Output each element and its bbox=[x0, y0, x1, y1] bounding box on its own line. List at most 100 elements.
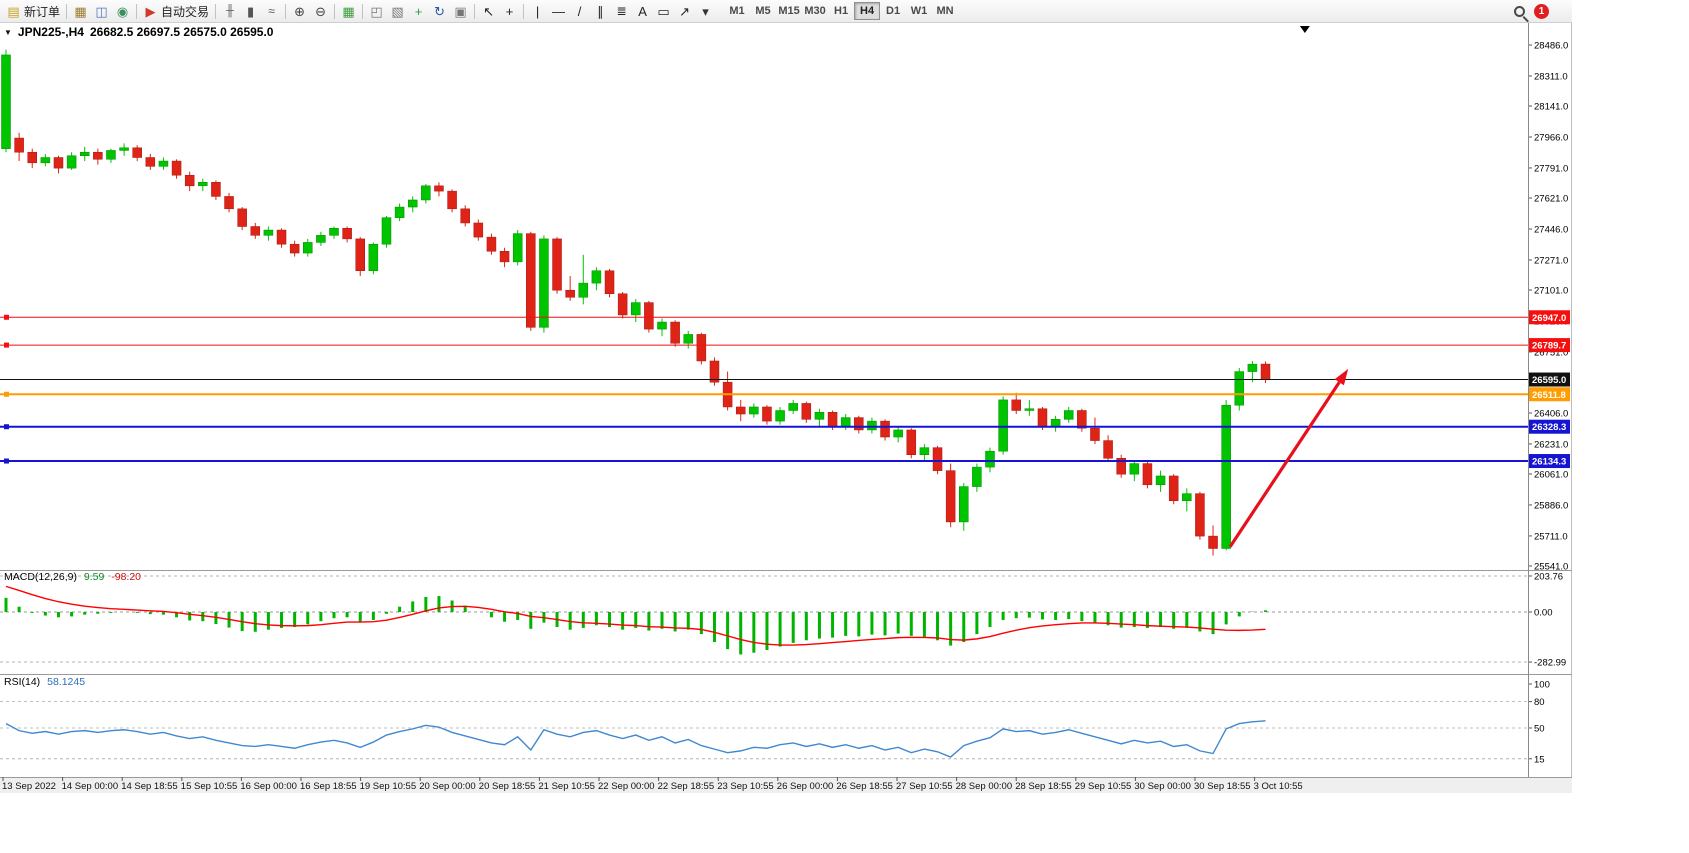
candle-body bbox=[237, 208, 247, 227]
channel-icon: ∥ bbox=[597, 3, 604, 19]
timeframe-d1-button[interactable]: D1 bbox=[886, 5, 901, 17]
market-watch-button[interactable]: ▦ bbox=[70, 1, 91, 21]
candle-body bbox=[486, 236, 497, 252]
line-handle[interactable] bbox=[4, 458, 9, 464]
one-click-trading-icon[interactable]: ▼ bbox=[4, 27, 12, 37]
candle-body bbox=[1116, 458, 1126, 475]
line-chart-button[interactable]: ≈ bbox=[261, 1, 282, 21]
text-label-button[interactable]: ▭ bbox=[653, 1, 674, 21]
candle-body bbox=[945, 470, 956, 523]
price-line-axis-value: 26328.3 bbox=[1532, 422, 1566, 433]
bar-chart-icon: ╫ bbox=[226, 4, 234, 17]
time-axis-label: 28 Sep 00:00 bbox=[956, 781, 1013, 792]
candle-body bbox=[460, 208, 470, 224]
timeframe-m30-button[interactable]: M30 bbox=[804, 5, 826, 17]
horizontal-line-button[interactable]: — bbox=[548, 1, 569, 21]
timeframe-m5-button[interactable]: M5 bbox=[755, 5, 771, 17]
chart-shift-button[interactable]: ▣ bbox=[450, 1, 471, 21]
line-handle[interactable] bbox=[4, 314, 9, 320]
rsi-axis-tick: 80 bbox=[1534, 697, 1545, 708]
candle-body bbox=[289, 243, 300, 254]
price-axis-tick: 25886.0 bbox=[1534, 500, 1568, 511]
candle-body bbox=[1037, 408, 1048, 427]
candle-body bbox=[1195, 493, 1205, 537]
candle-body bbox=[1221, 404, 1231, 549]
time-axis-label: 20 Sep 18:55 bbox=[479, 781, 536, 792]
chart-canvas[interactable]: 28486.0 28311.0 28141.0 27966.0 27791.0 27621… bbox=[0, 0, 1572, 793]
tile-windows-button[interactable]: ▦ bbox=[338, 1, 359, 21]
crosshair-button[interactable]: + bbox=[499, 1, 520, 21]
zoom-out-button[interactable]: ⊖ bbox=[310, 1, 331, 21]
price-axis-tick: 27101.0 bbox=[1534, 286, 1568, 297]
timeframe-m15-button[interactable]: M15 bbox=[778, 5, 800, 17]
new-chart-button[interactable]: + bbox=[408, 1, 429, 21]
timeframe-h1-button[interactable]: H1 bbox=[834, 5, 849, 17]
price-axis-tick: 27271.0 bbox=[1534, 255, 1568, 266]
candle-body bbox=[959, 486, 969, 523]
search-icon[interactable] bbox=[1514, 6, 1525, 17]
cursor-button[interactable]: ↖ bbox=[478, 1, 499, 21]
price-axis-tick: 27446.0 bbox=[1534, 224, 1568, 235]
new-order-button[interactable]: ▤ 新订单 bbox=[3, 1, 63, 21]
templates-button[interactable]: ▧ bbox=[387, 1, 408, 21]
candlestick-chart-button[interactable]: ▮ bbox=[240, 1, 261, 21]
toolbar-separator bbox=[285, 3, 287, 19]
vertical-line-button[interactable]: | bbox=[527, 1, 548, 21]
new-chart-icon: + bbox=[414, 3, 423, 19]
fibonacci-button[interactable]: ≣ bbox=[611, 1, 632, 21]
zoom-in-button[interactable]: ⊕ bbox=[289, 1, 310, 21]
objects-dropdown-button[interactable]: ▾ bbox=[695, 1, 716, 21]
trendline-button[interactable]: / bbox=[569, 1, 590, 21]
line-handle[interactable] bbox=[4, 424, 9, 430]
candle-body bbox=[1129, 463, 1140, 475]
timeframe-w1-button[interactable]: W1 bbox=[910, 5, 928, 17]
candle-body bbox=[303, 242, 313, 254]
price-axis-tick: 26061.0 bbox=[1534, 470, 1568, 481]
data-window-button[interactable]: ◫ bbox=[91, 1, 112, 21]
price-line-axis-value: 26789.7 bbox=[1532, 341, 1566, 352]
indicators-button[interactable]: ◰ bbox=[366, 1, 387, 21]
toolbar-separator bbox=[136, 3, 138, 19]
new-order-button-label: 新订单 bbox=[24, 4, 61, 19]
trend-arrow[interactable] bbox=[1228, 381, 1341, 548]
arrow-objects-icon: ↗ bbox=[679, 3, 690, 19]
new-order-icon: ▤ bbox=[7, 3, 20, 19]
candle-body bbox=[735, 406, 746, 415]
macd-axis-tick: -282.99 bbox=[1534, 658, 1566, 669]
arrow-objects-button[interactable]: ↗ bbox=[674, 1, 695, 21]
candle-body bbox=[972, 466, 982, 487]
auto-scroll-button[interactable]: ↻ bbox=[429, 1, 450, 21]
toolbar-separator bbox=[474, 3, 476, 19]
candle-body bbox=[526, 233, 536, 328]
text-icon: A bbox=[638, 3, 647, 19]
candle-body bbox=[814, 412, 825, 420]
line-handle[interactable] bbox=[4, 342, 9, 348]
candle-body bbox=[788, 403, 798, 411]
candle-body bbox=[276, 229, 287, 245]
time-axis-label: 26 Sep 00:00 bbox=[777, 781, 834, 792]
toolbar-separator bbox=[215, 3, 217, 19]
candle-body bbox=[1090, 427, 1100, 441]
time-axis-label: 26 Sep 18:55 bbox=[836, 781, 893, 792]
chart-ohlc-values: 26682.5 26697.5 26575.0 26595.0 bbox=[89, 25, 274, 39]
timeframe-mn-button[interactable]: MN bbox=[936, 5, 954, 17]
timeframe-h4-button[interactable]: H4 bbox=[854, 2, 881, 20]
time-axis-label: 19 Sep 10:55 bbox=[360, 781, 417, 792]
text-button[interactable]: A bbox=[632, 1, 653, 21]
navigator-button[interactable]: ◉ bbox=[112, 1, 133, 21]
candle-body bbox=[158, 160, 169, 167]
candle-body bbox=[512, 233, 523, 263]
candle-body bbox=[565, 289, 575, 298]
candle-body bbox=[342, 228, 352, 240]
auto-trading-button[interactable]: ▶ 自动交易 bbox=[140, 1, 212, 21]
candle-body bbox=[421, 185, 431, 201]
chart-shift-marker[interactable] bbox=[1299, 26, 1310, 33]
channel-button[interactable]: ∥ bbox=[590, 1, 611, 21]
price-axis-tick: 26406.0 bbox=[1534, 408, 1568, 419]
notification-badge[interactable]: 1 bbox=[1534, 4, 1549, 19]
candle-body bbox=[631, 302, 641, 316]
bar-chart-button[interactable]: ╫ bbox=[219, 1, 240, 21]
line-handle[interactable] bbox=[4, 391, 9, 397]
time-axis-label: 16 Sep 18:55 bbox=[300, 781, 357, 792]
timeframe-m1-button[interactable]: M1 bbox=[729, 5, 745, 17]
